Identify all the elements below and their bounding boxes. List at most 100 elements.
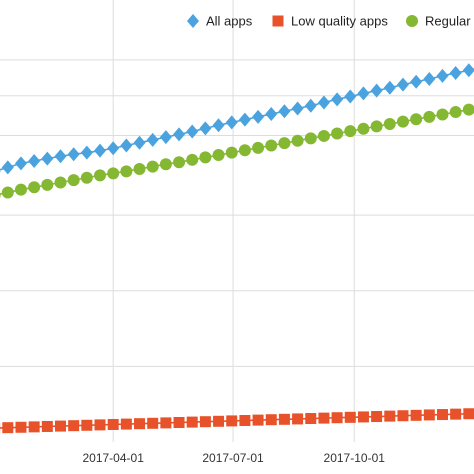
data-point — [80, 145, 93, 160]
data-point — [133, 135, 146, 150]
data-point — [80, 171, 93, 184]
data-point — [107, 167, 120, 180]
data-point — [410, 409, 422, 421]
legend: All apps Low quality apps Regular a — [187, 14, 474, 29]
series-layer — [0, 63, 474, 434]
data-point — [54, 149, 67, 164]
data-point — [54, 176, 67, 189]
data-point — [449, 106, 462, 119]
data-point — [133, 162, 146, 175]
data-point — [436, 108, 449, 121]
data-point — [344, 125, 357, 138]
data-point — [305, 413, 317, 425]
data-point — [278, 413, 290, 425]
legend-marker — [406, 15, 418, 27]
data-point — [28, 421, 40, 433]
series-2 — [0, 103, 474, 199]
data-point — [291, 134, 304, 147]
legend-label: Low quality apps — [291, 14, 388, 29]
data-point — [384, 410, 396, 422]
data-point — [120, 165, 133, 178]
data-point — [146, 160, 159, 173]
data-point — [173, 156, 186, 169]
data-point — [54, 420, 66, 432]
data-point — [318, 412, 330, 424]
data-point — [252, 141, 265, 154]
data-point — [41, 420, 53, 432]
data-point — [81, 419, 93, 431]
data-point — [107, 141, 120, 156]
data-point — [0, 170, 1, 173]
data-point — [238, 112, 251, 127]
data-point — [186, 153, 199, 166]
legend-label: All apps — [206, 14, 253, 29]
data-point — [357, 86, 370, 101]
data-point — [107, 418, 119, 430]
data-point — [146, 132, 159, 147]
series-0 — [0, 63, 474, 175]
data-point — [252, 414, 264, 426]
data-point — [213, 415, 225, 427]
data-point — [41, 151, 54, 166]
x-tick-label: 2017-10-01 — [324, 451, 386, 465]
data-point — [94, 419, 106, 431]
data-point — [436, 409, 448, 421]
x-tick-label: 2017-04-01 — [82, 451, 144, 465]
data-point — [344, 411, 356, 423]
data-point — [199, 151, 212, 164]
data-point — [331, 412, 343, 424]
x-tick-label: 2017-07-01 — [202, 451, 264, 465]
data-point — [370, 83, 383, 98]
data-point — [226, 415, 238, 427]
data-point — [41, 178, 54, 191]
data-point — [423, 110, 436, 123]
x-axis: 2017-04-01 2017-07-01 2017-10-01 — [82, 451, 385, 465]
data-point — [463, 408, 474, 420]
data-point — [68, 420, 80, 432]
data-point — [28, 154, 41, 169]
data-point — [120, 418, 132, 430]
data-point — [265, 107, 278, 122]
data-point — [134, 418, 146, 430]
data-point — [238, 144, 251, 157]
data-point — [357, 411, 369, 423]
data-point — [383, 80, 396, 95]
data-point — [344, 89, 357, 104]
data-point — [212, 118, 225, 133]
data-point — [410, 74, 423, 89]
data-point — [357, 122, 370, 135]
data-point — [317, 95, 330, 110]
data-point — [278, 137, 291, 150]
data-point — [14, 156, 27, 171]
data-point — [410, 113, 423, 126]
data-point — [423, 72, 436, 87]
data-point — [199, 121, 212, 136]
data-point — [252, 109, 265, 124]
data-point — [0, 192, 1, 198]
data-point — [317, 129, 330, 142]
data-point — [370, 120, 383, 133]
data-point — [212, 149, 225, 162]
data-point — [462, 103, 474, 116]
data-point — [383, 117, 396, 130]
data-point — [292, 413, 304, 425]
data-point — [173, 416, 185, 428]
data-point — [304, 98, 317, 113]
data-point — [397, 410, 409, 422]
data-point — [450, 408, 462, 420]
data-point — [160, 417, 172, 429]
data-point — [2, 422, 14, 434]
data-point — [396, 115, 409, 128]
data-point — [159, 130, 172, 145]
data-point — [331, 92, 344, 107]
data-point — [67, 174, 80, 187]
data-point — [1, 186, 14, 199]
data-point — [94, 143, 107, 158]
data-point — [436, 68, 449, 83]
data-point — [173, 127, 186, 142]
data-point — [225, 115, 238, 130]
data-point — [265, 414, 277, 426]
data-point — [14, 183, 27, 196]
data-point — [28, 181, 41, 194]
